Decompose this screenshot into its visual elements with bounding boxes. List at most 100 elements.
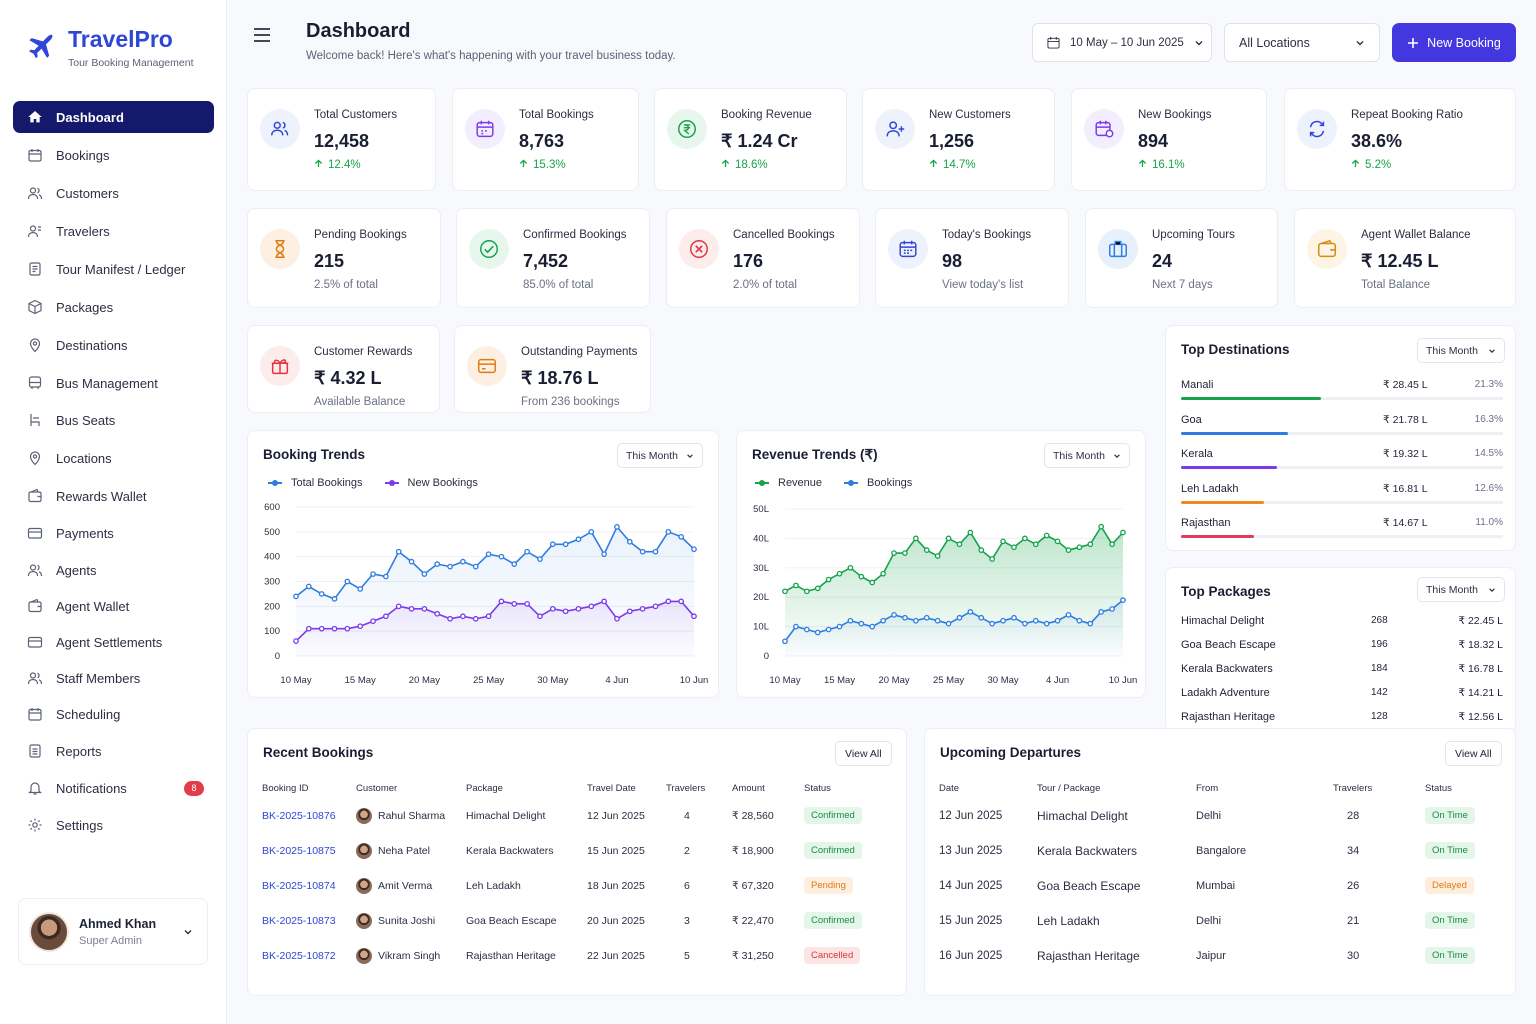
location-select[interactable]: All Locations [1224, 23, 1380, 62]
data-point[interactable] [434, 610, 441, 617]
data-point[interactable] [1098, 609, 1105, 615]
data-point[interactable] [331, 625, 338, 632]
data-point[interactable] [989, 556, 996, 562]
stat-card-booking-revenue[interactable]: Booking Revenue ₹ 1.24 Cr 18.6% [654, 88, 847, 191]
data-point[interactable] [858, 573, 865, 580]
data-point[interactable] [945, 535, 952, 542]
data-point[interactable] [803, 626, 810, 633]
data-point[interactable] [318, 625, 325, 632]
data-point[interactable] [945, 620, 952, 627]
sidebar-item-rewards-wallet[interactable]: Rewards Wallet [13, 480, 214, 512]
data-point[interactable] [524, 548, 530, 555]
data-point[interactable] [408, 558, 415, 565]
table-row[interactable]: BK-2025-10874 Amit Verma Leh Ladakh 18 Jun … [262, 868, 894, 903]
stat-card-total-bookings[interactable]: Total Bookings 8,763 15.3% [452, 88, 639, 191]
destination-row[interactable]: Goa ₹ 21.78 L 16.3% [1181, 414, 1503, 448]
data-point[interactable] [485, 551, 492, 558]
data-point[interactable] [814, 585, 821, 592]
period-filter[interactable]: This Month [1417, 338, 1505, 363]
table-row[interactable]: BK-2025-10875 Neha Patel Kerala Backwaters… [262, 833, 894, 868]
data-point[interactable] [902, 614, 908, 621]
sidebar-item-bus-management[interactable]: Bus Management [13, 367, 214, 399]
data-point[interactable] [1011, 614, 1017, 621]
data-point[interactable] [460, 613, 466, 620]
stat-card-customer-rewards[interactable]: Customer Rewards ₹ 4.32 L Available Balanc… [247, 325, 440, 413]
stat-card-new-bookings[interactable]: New Bookings 894 16.1% [1071, 88, 1267, 191]
data-point[interactable] [912, 535, 919, 542]
data-point[interactable] [511, 601, 518, 607]
data-point[interactable] [1032, 617, 1039, 624]
data-point[interactable] [344, 578, 351, 585]
data-point[interactable] [614, 524, 620, 530]
data-point[interactable] [847, 564, 854, 571]
date-range-picker[interactable]: 10 May – 10 Jun 2025 [1032, 23, 1212, 62]
data-point[interactable] [498, 553, 505, 560]
table-row[interactable]: BK-2025-10873 Sunita Joshi Goa Beach Escap… [262, 903, 894, 938]
stat-card-new-customers[interactable]: New Customers 1,256 14.7% [862, 88, 1055, 191]
data-point[interactable] [956, 541, 963, 548]
table-row[interactable]: BK-2025-10876 Rahul Sharma Himachal Deligh… [262, 798, 894, 833]
data-point[interactable] [549, 541, 556, 548]
booking-id-link[interactable]: BK-2025-10874 [262, 879, 336, 892]
data-point[interactable] [691, 546, 697, 553]
sidebar-item-staff-members[interactable]: Staff Members [13, 662, 214, 694]
data-point[interactable] [305, 625, 312, 632]
data-point[interactable] [305, 583, 312, 590]
data-point[interactable] [383, 573, 389, 580]
period-filter[interactable]: This Month [617, 443, 703, 468]
data-point[interactable] [318, 591, 325, 597]
sidebar-item-locations[interactable]: Locations [13, 442, 214, 474]
data-point[interactable] [978, 547, 985, 554]
sidebar-item-reports[interactable]: Reports [13, 735, 214, 767]
data-point[interactable] [408, 605, 415, 612]
menu-icon[interactable] [253, 27, 271, 43]
data-point[interactable] [665, 528, 672, 535]
data-point[interactable] [891, 550, 897, 556]
data-point[interactable] [344, 625, 351, 632]
data-point[interactable] [923, 547, 930, 554]
data-point[interactable] [447, 615, 453, 622]
data-point[interactable] [434, 561, 441, 567]
data-point[interactable] [1054, 538, 1061, 545]
data-point[interactable] [383, 613, 389, 620]
sidebar-item-agent-wallet[interactable]: Agent Wallet [13, 590, 214, 622]
data-point[interactable] [923, 614, 930, 621]
data-point[interactable] [626, 538, 633, 545]
data-point[interactable] [782, 638, 788, 645]
data-point[interactable] [793, 582, 799, 589]
data-point[interactable] [1022, 620, 1028, 627]
data-point[interactable] [421, 571, 428, 577]
data-point[interactable] [678, 533, 685, 540]
destination-row[interactable]: Leh Ladakh ₹ 16.81 L 12.6% [1181, 483, 1503, 517]
data-point[interactable] [1043, 620, 1050, 627]
data-point[interactable] [485, 613, 492, 620]
stat-card-total-customers[interactable]: Total Customers 12,458 12.4% [247, 88, 436, 191]
data-point[interactable] [472, 563, 479, 570]
stat-card-repeat-booking-ratio[interactable]: Repeat Booking Ratio 38.6% 5.2% [1284, 88, 1516, 191]
sidebar-item-settings[interactable]: Settings [13, 809, 214, 841]
view-all-button[interactable]: View All [1445, 741, 1502, 766]
sidebar-item-bus-seats[interactable]: Bus Seats [13, 404, 214, 436]
data-point[interactable] [1011, 544, 1017, 551]
table-row[interactable]: 13 Jun 2025 Kerala Backwaters Bangalore 34 O… [939, 833, 1504, 868]
data-point[interactable] [891, 611, 897, 618]
sidebar-item-agents[interactable]: Agents [13, 554, 214, 586]
data-point[interactable] [1000, 538, 1006, 545]
sidebar-item-agent-settlements[interactable]: Agent Settlements [13, 626, 214, 658]
stat-card-outstanding-payments[interactable]: Outstanding Payments ₹ 18.76 L From 236 bo… [454, 325, 651, 413]
data-point[interactable] [472, 615, 479, 622]
sidebar-item-dashboard[interactable]: Dashboard [13, 101, 214, 133]
brand-logo[interactable]: TravelPro Tour Booking Management [24, 26, 194, 69]
data-point[interactable] [934, 553, 941, 559]
data-point[interactable] [511, 561, 518, 567]
data-point[interactable] [814, 629, 821, 636]
data-point[interactable] [614, 615, 620, 622]
new-booking-button[interactable]: New Booking [1392, 23, 1516, 62]
data-point[interactable] [537, 613, 543, 620]
sidebar-item-customers[interactable]: Customers [13, 177, 214, 209]
data-point[interactable] [293, 593, 299, 600]
data-point[interactable] [836, 570, 843, 577]
data-point[interactable] [588, 603, 595, 610]
data-point[interactable] [902, 550, 908, 556]
data-point[interactable] [652, 548, 659, 555]
